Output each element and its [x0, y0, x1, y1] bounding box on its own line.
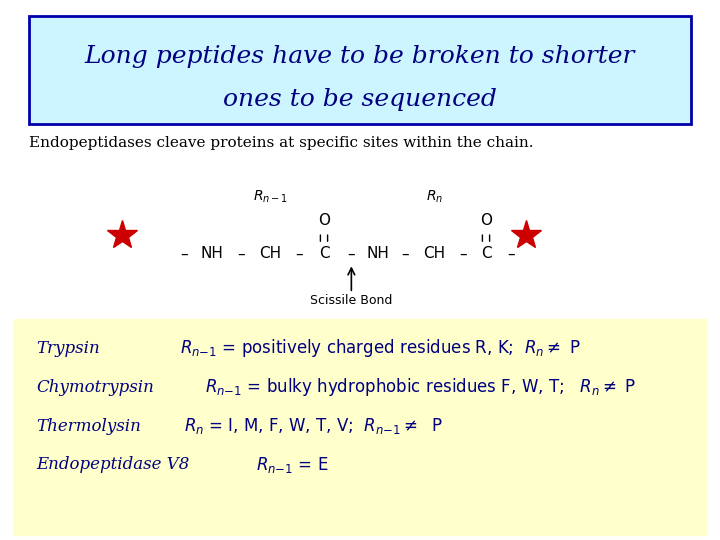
- Text: C: C: [319, 246, 329, 261]
- Text: NH: NH: [201, 246, 224, 261]
- Text: Thermolysin: Thermolysin: [36, 417, 141, 435]
- Text: O: O: [318, 213, 330, 228]
- Text: –: –: [402, 246, 409, 261]
- Text: $R_{n-1}$: $R_{n-1}$: [253, 189, 287, 205]
- Text: $R_{n\mathit{-}1}$ = positively charged residues R, K;  $R_n \neq$ P: $R_{n\mathit{-}1}$ = positively charged …: [180, 338, 581, 359]
- Text: Scissile Bond: Scissile Bond: [310, 294, 392, 307]
- Text: NH: NH: [366, 246, 390, 261]
- Text: $R_n$ = I, M, F, W, T, V;  $R_{n\mathit{-}1} \neq$  P: $R_n$ = I, M, F, W, T, V; $R_{n\mathit{-…: [184, 416, 442, 436]
- Text: ones to be sequenced: ones to be sequenced: [223, 89, 497, 111]
- Text: –: –: [348, 246, 355, 261]
- Text: Trypsin: Trypsin: [36, 340, 100, 357]
- Text: CH: CH: [423, 246, 445, 261]
- Text: Long peptides have to be broken to shorter: Long peptides have to be broken to short…: [85, 45, 635, 68]
- Bar: [29, 16, 691, 124]
- Bar: [14, 319, 706, 535]
- Text: –: –: [295, 246, 302, 261]
- Text: $R_{n\mathit{-}1}$ = E: $R_{n\mathit{-}1}$ = E: [256, 455, 328, 475]
- Text: Endopeptidase V8: Endopeptidase V8: [36, 456, 189, 474]
- Text: $R_{n\mathit{-}1}$ = bulky hydrophobic residues F, W, T;   $R_n \neq$ P: $R_{n\mathit{-}1}$ = bulky hydrophobic r…: [205, 376, 636, 398]
- Text: O: O: [480, 213, 492, 228]
- Text: Endopeptidases cleave proteins at specific sites within the chain.: Endopeptidases cleave proteins at specif…: [29, 136, 534, 150]
- Text: Chymotrypsin: Chymotrypsin: [36, 379, 154, 396]
- Text: –: –: [180, 246, 187, 261]
- Text: $R_n$: $R_n$: [426, 189, 443, 205]
- Text: –: –: [508, 246, 515, 261]
- Text: CH: CH: [259, 246, 281, 261]
- Text: –: –: [238, 246, 245, 261]
- Text: C: C: [481, 246, 491, 261]
- Text: –: –: [459, 246, 467, 261]
